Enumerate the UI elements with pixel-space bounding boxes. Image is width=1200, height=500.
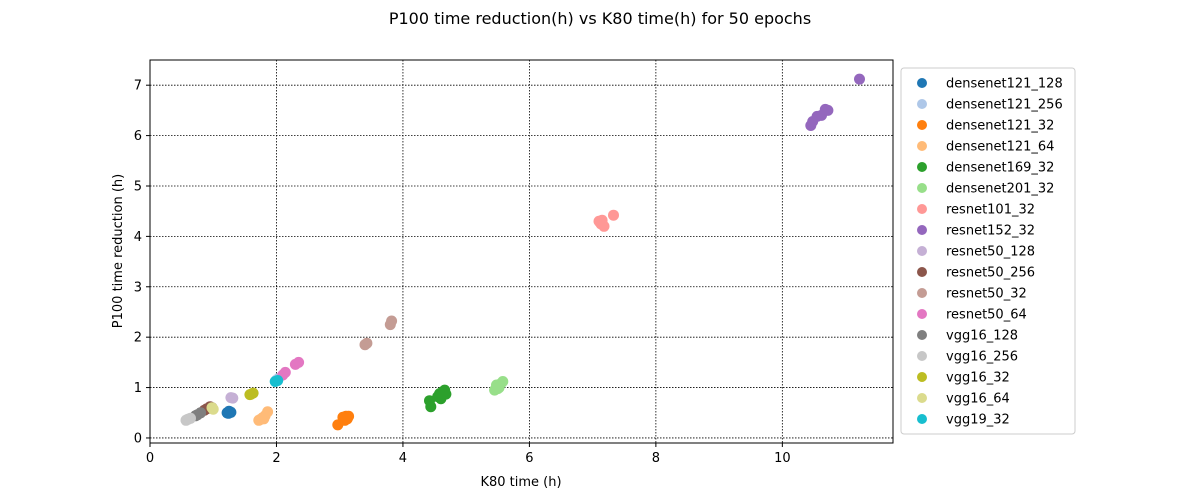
axis-ticks: 0 2 4 6 8 10 0 1 2 3 4 5 6 7 [134, 79, 791, 466]
series-vgg16_128 [190, 407, 207, 422]
series-resnet50_128 [225, 392, 239, 404]
legend-marker [917, 141, 927, 151]
chart-title: P100 time reduction(h) vs K80 time(h) fo… [389, 9, 811, 28]
legend-marker [917, 183, 927, 193]
legend-marker [917, 267, 927, 277]
data-point [598, 220, 610, 232]
x-tick-label: 0 [146, 451, 154, 466]
data-point [227, 392, 239, 404]
legend-entry: resnet50_32 [946, 287, 1027, 302]
legend-entry: vgg16_128 [946, 329, 1018, 344]
series-resnet152_32 [805, 73, 865, 131]
data-point [185, 412, 196, 424]
legend-entry: densenet201_32 [946, 182, 1054, 197]
legend-marker [917, 372, 927, 382]
data-point [434, 388, 446, 400]
data-points [180, 73, 865, 431]
legend-marker [917, 162, 927, 172]
legend: densenet121_128 densenet121_256 densenet12… [900, 67, 1076, 435]
x-tick-label: 6 [525, 451, 533, 466]
legend-entry: vgg19_32 [946, 413, 1010, 428]
series-densenet121_64 [253, 406, 274, 426]
y-tick-label: 5 [134, 179, 142, 194]
legend-marker [917, 309, 927, 319]
legend-entry: vgg16_256 [946, 350, 1018, 365]
data-point [244, 389, 256, 401]
legend-frame [900, 67, 1076, 435]
legend-entry: resnet50_256 [946, 266, 1035, 281]
data-point [293, 356, 305, 368]
legend-entry: densenet121_32 [946, 119, 1054, 134]
y-tick-label: 0 [134, 431, 142, 446]
legend-entry: densenet121_64 [946, 140, 1054, 155]
data-point [854, 73, 865, 85]
series-resnet50_64 [277, 356, 305, 381]
y-tick-label: 7 [134, 79, 142, 94]
legend-entry: vgg16_32 [946, 371, 1010, 386]
legend-entry: vgg16_64 [946, 392, 1010, 407]
data-point [195, 407, 207, 419]
series-resnet50_32 [359, 315, 398, 351]
x-axis-label: K80 time (h) [480, 475, 561, 490]
data-point [222, 407, 234, 419]
y-tick-label: 6 [134, 129, 142, 144]
legend-entry: resnet50_64 [946, 308, 1027, 323]
data-point [206, 402, 218, 414]
series-vgg16_32 [244, 387, 259, 401]
series-vgg19_32 [269, 375, 284, 387]
data-point [361, 337, 373, 349]
legend-marker [917, 78, 927, 88]
data-point [386, 315, 398, 327]
y-tick-label: 3 [134, 280, 142, 295]
y-tick-label: 4 [134, 230, 142, 245]
data-point [608, 209, 619, 221]
legend-marker [917, 330, 927, 340]
legend-entry: resnet101_32 [946, 203, 1035, 218]
plot-frame [149, 59, 894, 444]
series-densenet169_32 [424, 384, 452, 413]
y-axis-label: P100 time reduction (h) [111, 174, 126, 328]
series-densenet121_32 [332, 410, 355, 431]
legend-marker [917, 288, 927, 298]
series-densenet121_128 [221, 405, 237, 419]
x-tick-label: 8 [652, 451, 660, 466]
data-point [341, 413, 353, 425]
legend-marker [917, 246, 927, 256]
y-tick-label: 1 [134, 381, 142, 396]
legend-entry: densenet121_256 [946, 98, 1063, 113]
legend-entry: resnet152_32 [946, 224, 1035, 239]
grid [149, 60, 893, 443]
data-point [279, 366, 291, 378]
series-densenet201_32 [489, 376, 509, 396]
x-tick-label: 4 [399, 451, 407, 466]
legend-marker [917, 351, 927, 361]
y-tick-label: 2 [134, 331, 142, 346]
series-vgg16_64 [206, 402, 219, 415]
legend-marker [917, 204, 927, 214]
data-point [258, 413, 270, 425]
legend-marker [917, 120, 927, 130]
x-tick-label: 10 [774, 451, 791, 466]
data-point [425, 401, 437, 413]
legend-entry: densenet169_32 [946, 161, 1054, 176]
legend-marker [917, 99, 927, 109]
data-point [822, 104, 834, 116]
legend-marker [917, 393, 927, 403]
legend-marker [917, 225, 927, 235]
x-tick-label: 2 [272, 451, 280, 466]
legend-entry: resnet50_128 [946, 245, 1035, 260]
data-point [492, 383, 504, 395]
data-point [272, 375, 284, 386]
series-vgg16_256 [180, 412, 196, 426]
series-resnet101_32 [593, 209, 619, 232]
legend-entry: densenet121_128 [946, 77, 1063, 92]
legend-marker [917, 414, 927, 424]
